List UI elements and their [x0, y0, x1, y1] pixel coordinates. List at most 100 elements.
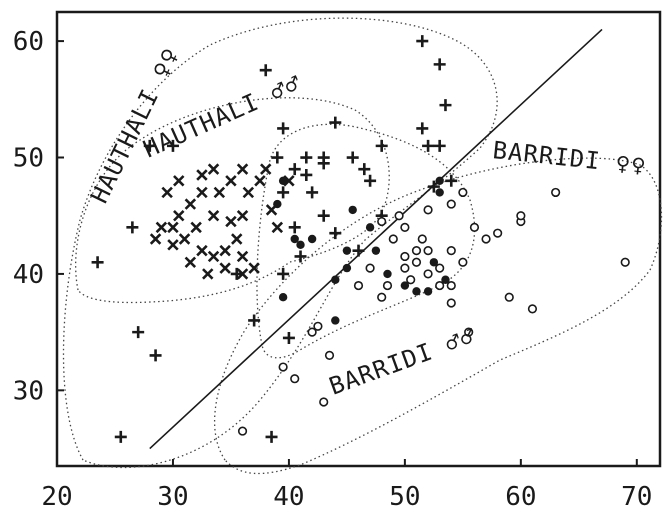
point-open-circle: [458, 257, 468, 267]
point-plus: [277, 186, 290, 199]
point-cross: [271, 221, 284, 234]
regression-line: [149, 28, 603, 450]
point-cross: [178, 233, 191, 245]
point-open-circle: [237, 426, 248, 436]
point-filled-circle: [423, 287, 433, 296]
point-open-circle: [516, 211, 526, 221]
point-plus: [248, 314, 261, 327]
point-open-circle: [435, 280, 445, 291]
point-filled-circle: [296, 240, 305, 250]
x-tick-label: 30: [157, 482, 188, 512]
point-open-circle: [307, 327, 317, 337]
point-cross: [236, 163, 249, 175]
point-open-circle: [382, 280, 393, 291]
point-plus: [364, 174, 377, 187]
point-open-circle: [527, 304, 538, 314]
point-cross: [167, 239, 179, 251]
x-tick-label: 40: [273, 482, 304, 512]
point-open-circle: [377, 216, 387, 227]
point-cross: [236, 209, 249, 222]
point-cross: [173, 209, 185, 222]
point-filled-circle: [278, 293, 288, 302]
point-cross: [149, 233, 162, 245]
point-plus: [433, 139, 446, 152]
point-plus: [317, 151, 330, 164]
point-filled-circle: [307, 234, 317, 244]
point-plus: [300, 168, 313, 181]
point-cross: [173, 175, 185, 187]
point-open-circle: [400, 222, 410, 232]
point-plus: [143, 139, 156, 152]
point-plus: [433, 58, 446, 71]
point-plus: [294, 250, 307, 263]
point-cross: [225, 175, 237, 187]
envelope-barridi-females: [256, 123, 476, 359]
point-filled-circle: [441, 275, 450, 284]
point-open-circle: [353, 280, 364, 291]
label-barridi-females: BARRIDI ♀♀: [491, 136, 648, 180]
point-plus: [166, 139, 179, 152]
point-filled-circle: [331, 275, 340, 284]
point-open-circle: [504, 292, 514, 302]
point-filled-circle: [273, 199, 282, 209]
point-cross: [231, 233, 243, 245]
point-open-circle: [400, 251, 410, 262]
point-open-circle: [469, 222, 480, 232]
point-plus: [375, 139, 388, 152]
point-open-circle: [406, 275, 416, 285]
point-open-circle: [551, 187, 561, 198]
point-open-circle: [278, 362, 288, 372]
point-open-circle: [435, 263, 445, 273]
point-cross: [190, 221, 202, 234]
point-plus: [259, 64, 272, 77]
point-open-circle: [411, 257, 422, 267]
x-tick-label: 50: [389, 482, 420, 512]
point-plus: [271, 151, 284, 164]
point-filled-circle: [412, 287, 421, 296]
point-filled-circle: [278, 176, 288, 185]
x-tick-label: 60: [505, 482, 536, 512]
point-plus: [329, 116, 342, 129]
point-cross: [155, 221, 168, 234]
point-cross: [167, 221, 179, 234]
point-open-circle: [377, 292, 387, 302]
point-filled-circle: [365, 223, 375, 232]
y-tick-label: 60: [13, 27, 44, 57]
point-plus: [149, 349, 162, 362]
point-filled-circle: [348, 205, 357, 215]
point-open-circle: [324, 350, 335, 361]
point-cross: [196, 244, 208, 257]
point-plus: [91, 256, 104, 269]
data-points: [91, 35, 630, 443]
point-plus: [358, 163, 371, 176]
point-open-circle: [464, 327, 474, 337]
point-cross: [184, 256, 197, 269]
point-cross: [207, 209, 220, 222]
point-open-circle: [394, 211, 404, 221]
point-cross: [207, 163, 220, 175]
point-open-circle: [365, 263, 375, 273]
point-open-circle: [313, 321, 323, 331]
point-open-circle: [319, 397, 329, 407]
point-filled-circle: [371, 246, 381, 255]
point-plus: [288, 163, 301, 176]
point-open-circle: [458, 187, 468, 198]
y-axis-ticks: 30 40 50 60: [13, 27, 64, 406]
point-open-circle: [417, 234, 427, 244]
point-plus: [422, 139, 435, 152]
point-plus: [352, 244, 365, 257]
point-filled-circle: [429, 258, 439, 267]
point-filled-circle: [383, 269, 392, 279]
point-filled-circle: [400, 281, 410, 290]
x-tick-label: 20: [41, 482, 72, 512]
point-filled-circle: [435, 176, 444, 185]
point-cross: [260, 163, 272, 175]
point-cross: [242, 186, 255, 199]
point-cross: [254, 175, 266, 187]
point-open-circle: [290, 374, 300, 384]
point-cross: [207, 250, 220, 263]
point-cross: [196, 186, 208, 199]
envelope-barridi-males: [214, 157, 663, 475]
point-open-circle: [400, 263, 410, 273]
